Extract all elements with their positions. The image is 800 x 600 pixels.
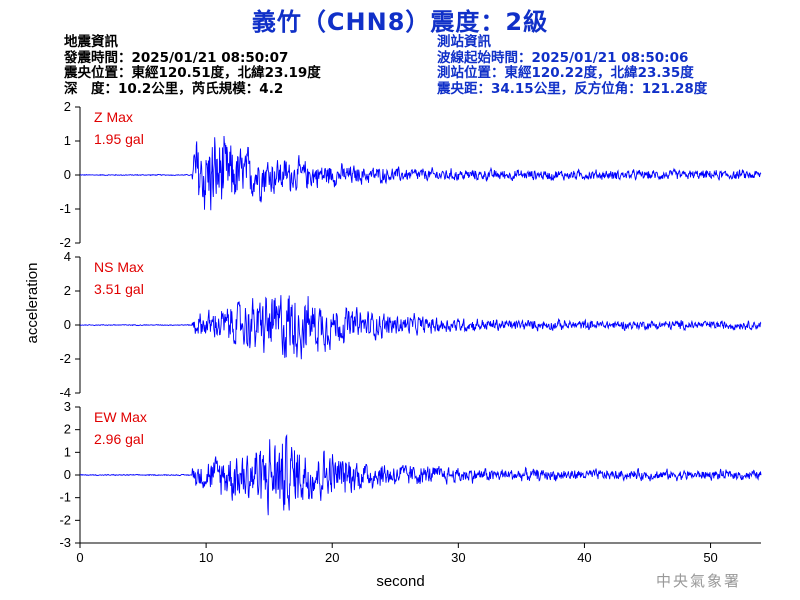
y-tick-label-0: 0: [64, 167, 71, 182]
max-value-label-1: 3.51 gal: [94, 281, 144, 297]
y-tick-label-1: 4: [64, 249, 71, 264]
x-tick-label: 40: [577, 550, 591, 565]
y-tick-label-1: 0: [64, 317, 71, 332]
y-tick-label-2: 2: [64, 422, 71, 437]
y-tick-label-2: 1: [64, 444, 71, 459]
epicenter: 震央位置：東經120.51度，北緯23.19度: [64, 65, 321, 81]
waveform-ns: [80, 295, 762, 360]
y-tick-label-0: 1: [64, 133, 71, 148]
x-tick-label: 20: [325, 550, 339, 565]
y-tick-label-2: -3: [59, 535, 71, 550]
page-title: 義竹（CHN8）震度：2級: [251, 8, 549, 36]
x-tick-label: 10: [199, 550, 213, 565]
series-label-2: EW Max: [94, 409, 147, 425]
y-tick-label-0: -1: [59, 201, 71, 216]
station-info-block: 測站資訊 波線起始時間：2025/01/21 08:50:06 測站位置：東經1…: [437, 34, 708, 97]
y-tick-label-1: 2: [64, 283, 71, 298]
y-tick-label-1: -4: [59, 385, 71, 400]
origin-time: 發震時間：2025/01/21 08:50:07: [64, 49, 289, 66]
epicentral-distance: 震央距：34.15公里，反方位角：121.28度: [437, 80, 708, 97]
y-tick-label-2: -2: [59, 512, 71, 527]
station-info-heading: 測站資訊: [437, 34, 491, 50]
waveform-ew: [79, 434, 762, 516]
max-value-label-0: 1.95 gal: [94, 131, 144, 147]
y-tick-label-2: -1: [59, 490, 71, 505]
event-info-heading: 地震資訊: [64, 34, 118, 50]
credit-label: 中央氣象署: [656, 572, 742, 590]
x-tick-label: 0: [76, 550, 83, 565]
series-label-1: NS Max: [94, 259, 144, 275]
x-tick-label: 30: [451, 550, 465, 565]
series-label-0: Z Max: [94, 109, 133, 125]
x-tick-label: 50: [703, 550, 717, 565]
y-tick-label-0: -2: [59, 235, 71, 250]
max-value-label-2: 2.96 gal: [94, 431, 144, 447]
y-tick-label-0: 2: [64, 99, 71, 114]
y-tick-label-2: 3: [64, 399, 71, 414]
waveform-z: [79, 135, 762, 211]
event-info-block: 地震資訊 發震時間：2025/01/21 08:50:07 震央位置：東經120…: [64, 34, 321, 97]
y-tick-label-2: 0: [64, 467, 71, 482]
x-axis-label: second: [376, 573, 424, 590]
y-tick-label-1: -2: [59, 351, 71, 366]
y-axis-label: acceleration: [24, 263, 41, 344]
depth-magnitude: 深 度：10.2公里，芮氏規模：4.2: [64, 80, 284, 97]
station-location: 測站位置：東經120.22度，北緯23.35度: [437, 65, 694, 81]
wave-start-time: 波線起始時間：2025/01/21 08:50:06: [437, 49, 689, 66]
